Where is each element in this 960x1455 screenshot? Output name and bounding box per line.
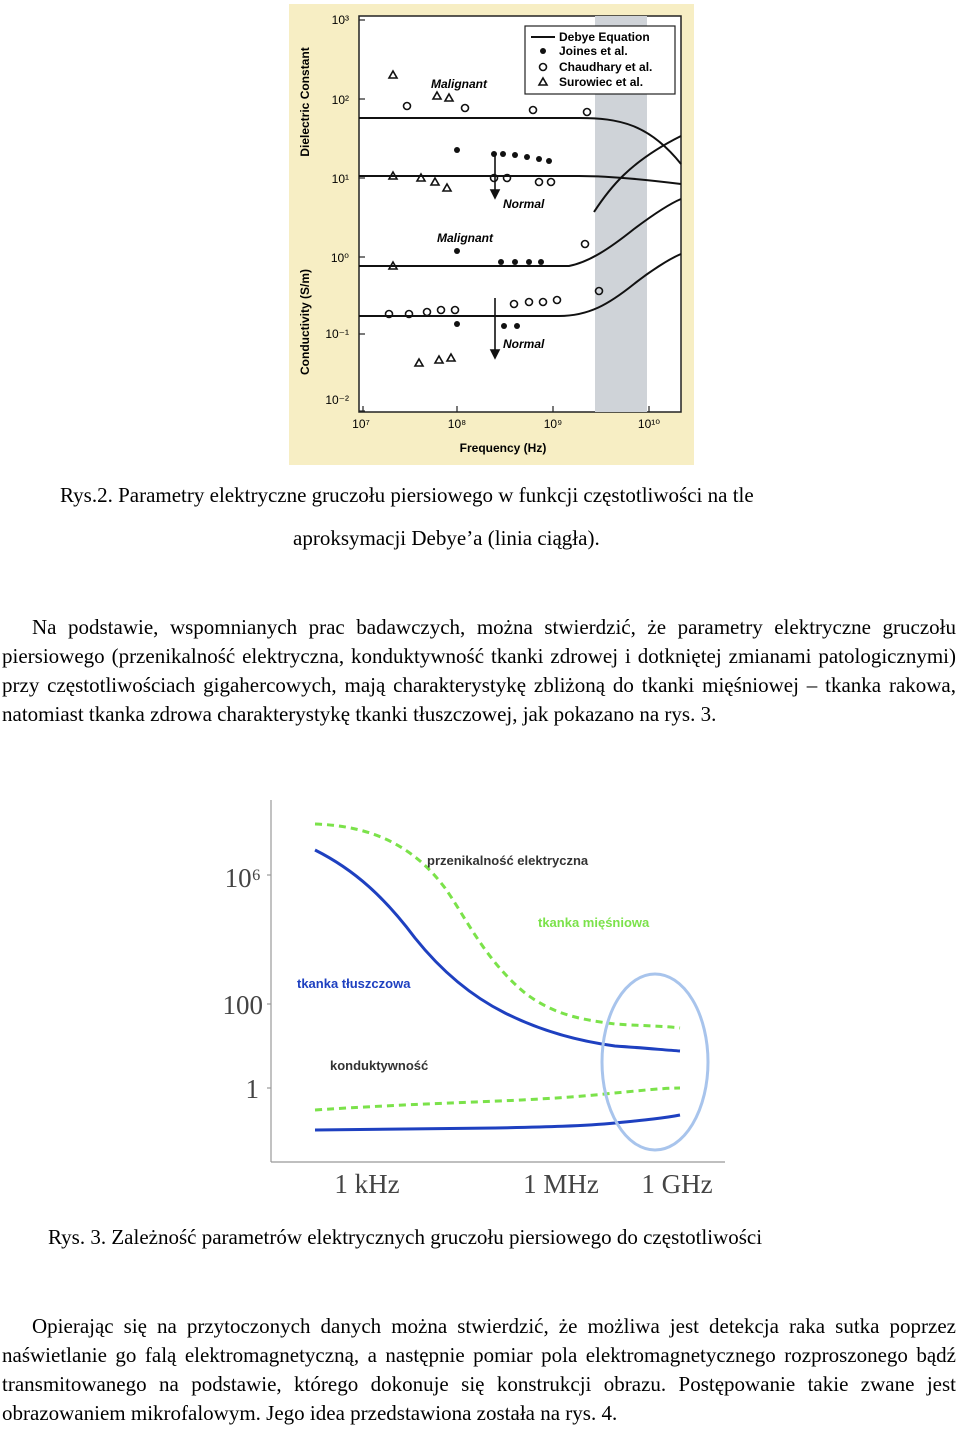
highlight-ellipse <box>600 972 710 1152</box>
figure-debye-chart: 10⁻² 10⁻¹ 10⁰ 10¹ 10² 10³ 10⁷ 10⁸ 10⁹ 10… <box>289 4 694 465</box>
label-muscle: tkanka mięśniowa <box>538 915 650 930</box>
y-tick-label: 10⁻² <box>325 393 349 407</box>
legend-entry: Chaudhary et al. <box>559 60 652 74</box>
x-tick-label: 10¹⁰ <box>638 417 660 431</box>
legend-entry: Joines et al. <box>559 44 628 58</box>
debye-curve-rising <box>593 135 682 213</box>
label-conductivity: konduktywność <box>330 1058 428 1073</box>
x-tick-label: 10⁷ <box>352 417 370 431</box>
annotation-malignant: Malignant <box>431 77 488 91</box>
fat-conductivity-curve <box>314 1113 681 1132</box>
muscle-conductivity-curve <box>314 1086 681 1112</box>
figure-caption: Rys. 3. Zależność parametrów elektryczny… <box>48 1225 763 1249</box>
legend-entry: Debye Equation <box>559 30 650 44</box>
annotation-normal: Normal <box>503 337 545 351</box>
annotation-malignant: Malignant <box>437 231 494 245</box>
annotation-normal: Normal <box>503 197 545 211</box>
debye-curve-normal-permittivity <box>359 175 682 185</box>
x-tick-label: 10⁸ <box>448 417 466 431</box>
markers-joines <box>454 147 552 329</box>
label-fat: tkanka tłuszczowa <box>297 976 411 991</box>
debye-curve-normal-conductivity <box>359 253 682 317</box>
axis-ticks <box>359 19 650 412</box>
legend: Debye Equation Joines et al. Chaudhary e… <box>524 25 676 95</box>
label-permittivity: przenikalność elektryczna <box>427 853 589 868</box>
x-tick-label: 1 MHz <box>523 1169 599 1199</box>
y-tick-label: 10¹ <box>332 172 349 186</box>
body-paragraph: Opierając się na przytoczonych danych mo… <box>2 1314 956 1425</box>
figure-tissue-chart: 10⁶ 100 1 1 kHz 1 MHz 1 GHz przenikalnoś… <box>205 788 740 1206</box>
muscle-permittivity-curve <box>314 822 681 1030</box>
y-tick-label: 10³ <box>332 13 349 27</box>
y-axis-label-bottom: Conductivity (S/m) <box>298 269 312 375</box>
x-tick-label: 10⁹ <box>544 417 563 431</box>
legend-entry: Surowiec et al. <box>559 75 643 89</box>
debye-curve-malignant-permittivity <box>359 117 682 165</box>
figure-caption-line: aproksymacji Debye’a (linia ciągła). <box>293 526 600 550</box>
y-tick-label: 1 <box>246 1074 260 1104</box>
markers-chaudhary <box>384 101 604 319</box>
annotation-arrows <box>489 154 501 360</box>
x-tick-label: 1 kHz <box>334 1169 399 1199</box>
axes <box>267 800 725 1163</box>
body-paragraph: Na podstawie, wspomnianych prac badawczy… <box>2 615 956 726</box>
y-tick-label: 10² <box>332 93 349 107</box>
x-tick-label: 1 GHz <box>641 1169 712 1199</box>
markers-surowiec <box>387 69 457 367</box>
y-tick-label: 100 <box>223 990 264 1020</box>
y-tick-label: 10⁰ <box>331 251 349 265</box>
fat-permittivity-curve <box>314 848 681 1053</box>
debye-curve-malignant-conductivity <box>359 198 682 267</box>
y-tick-label: 10⁻¹ <box>325 327 349 341</box>
figure-caption-line: Rys.2. Parametry elektryczne gruczołu pi… <box>60 483 754 507</box>
x-axis-label: Frequency (Hz) <box>460 441 547 455</box>
figure-background <box>205 788 740 1206</box>
y-axis-label-top: Dielectric Constant <box>298 47 312 156</box>
y-tick-label: 10⁶ <box>225 863 261 893</box>
debye-curves <box>359 117 682 317</box>
